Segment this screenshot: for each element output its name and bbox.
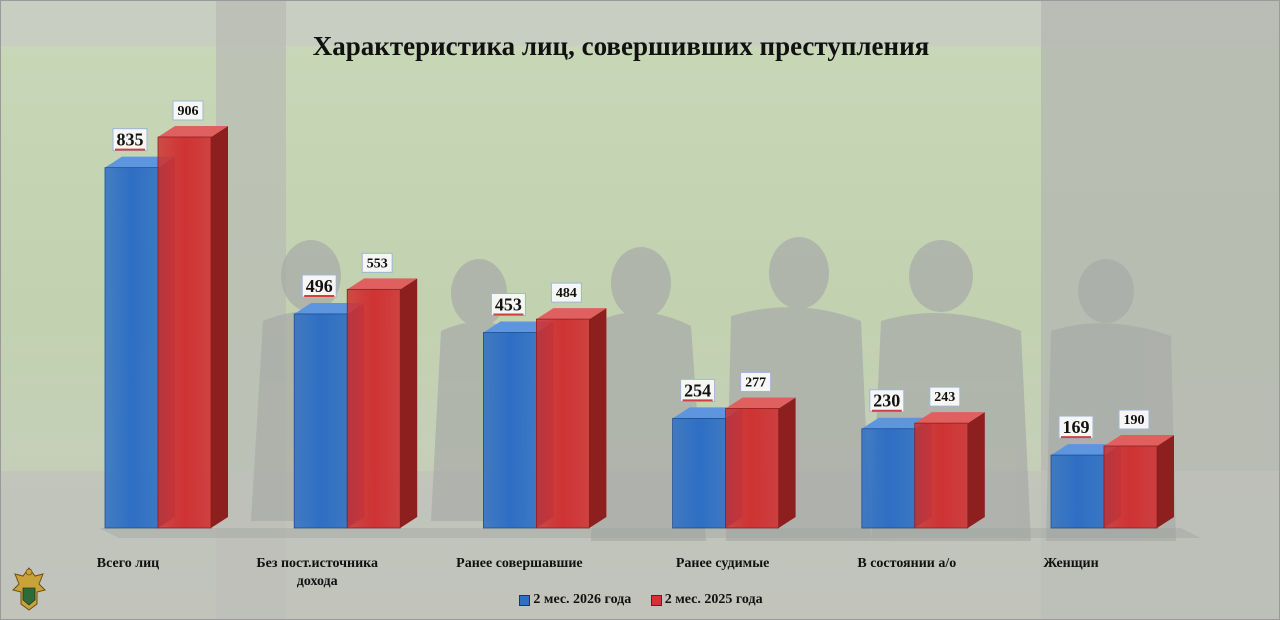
svg-text:254: 254 <box>684 380 711 400</box>
bar-2025-4 <box>914 412 985 529</box>
legend-item-2025: 2 мес. 2025 года <box>650 592 763 608</box>
svg-text:906: 906 <box>178 104 199 119</box>
floor-plane <box>99 528 1201 538</box>
bar-front <box>536 318 590 529</box>
data-label: 835 <box>112 128 148 152</box>
bar-front <box>672 417 726 529</box>
bar-2025-0 <box>157 126 228 529</box>
legend-label-2026: 2 мес. 2026 года <box>533 592 632 607</box>
bar-front <box>914 422 969 529</box>
data-label: 553 <box>361 252 393 273</box>
bar-2025-3 <box>725 397 796 529</box>
data-label: 906 <box>172 100 204 121</box>
bar-2025-2 <box>536 308 607 529</box>
legend: 2 мес. 2026 года 2 мес. 2025 года <box>1 592 1279 611</box>
bar-front <box>293 313 348 529</box>
bar-top <box>347 278 418 290</box>
bar-front <box>1103 445 1158 529</box>
svg-text:190: 190 <box>1124 413 1145 428</box>
bar-front <box>104 167 159 529</box>
svg-text:835: 835 <box>117 130 144 150</box>
legend-swatch-2026 <box>519 594 531 606</box>
svg-text:553: 553 <box>367 256 388 271</box>
chart-title: Характеристика лиц, совершивших преступл… <box>312 31 930 61</box>
bar-top <box>914 412 985 424</box>
bar-2025-5 <box>1103 435 1174 529</box>
bar-side <box>1157 435 1174 528</box>
bar-top <box>294 302 365 314</box>
svg-text:169: 169 <box>1063 417 1090 437</box>
bar-front <box>157 136 212 529</box>
bar-side <box>589 308 607 528</box>
bar-side <box>211 126 228 528</box>
data-label: 190 <box>1118 409 1150 430</box>
svg-text:453: 453 <box>495 295 522 315</box>
data-label: 496 <box>301 274 337 298</box>
data-label: 254 <box>680 378 716 402</box>
bar-top <box>158 126 228 137</box>
category-label: Женщин <box>1043 556 1098 571</box>
bar-top <box>1051 444 1121 456</box>
legend-label-2025: 2 мес. 2025 года <box>664 592 763 607</box>
bar-front <box>725 408 779 529</box>
svg-text:496: 496 <box>306 276 333 296</box>
bar-top <box>672 407 743 419</box>
svg-text:277: 277 <box>745 375 766 390</box>
bar-side <box>967 412 985 528</box>
bar-top <box>105 156 175 168</box>
bar-side <box>400 278 418 528</box>
bar-front <box>861 428 916 529</box>
category-label: Ранее совершавшие <box>456 556 582 571</box>
bar-front <box>346 288 401 529</box>
data-label: 484 <box>550 282 582 303</box>
category-label: Ранее судимые <box>676 556 770 571</box>
bar-top <box>483 321 554 333</box>
data-label: 169 <box>1058 415 1094 439</box>
data-label: 230 <box>869 389 905 413</box>
bar-front <box>482 332 537 529</box>
prosecutor-emblem-icon <box>12 567 46 611</box>
svg-text:484: 484 <box>556 286 577 301</box>
svg-text:243: 243 <box>934 390 955 405</box>
data-label: 277 <box>740 371 772 392</box>
bar-front <box>1050 454 1105 529</box>
bar-top <box>861 417 932 429</box>
category-label: В состоянии а/о <box>857 556 956 571</box>
data-label: 243 <box>929 386 961 407</box>
legend-item-2026: 2 мес. 2026 года <box>519 592 631 608</box>
bar-top <box>1104 435 1174 447</box>
svg-text:230: 230 <box>873 391 900 411</box>
category-label: Без пост.источника дохода <box>256 556 378 589</box>
bar-2025-1 <box>346 278 418 529</box>
category-label: Всего лиц <box>97 556 159 571</box>
data-label: 453 <box>490 293 526 316</box>
bar-top <box>725 397 796 409</box>
bar-top <box>536 308 607 320</box>
bar-side <box>778 397 796 528</box>
legend-swatch-2025 <box>650 594 662 606</box>
